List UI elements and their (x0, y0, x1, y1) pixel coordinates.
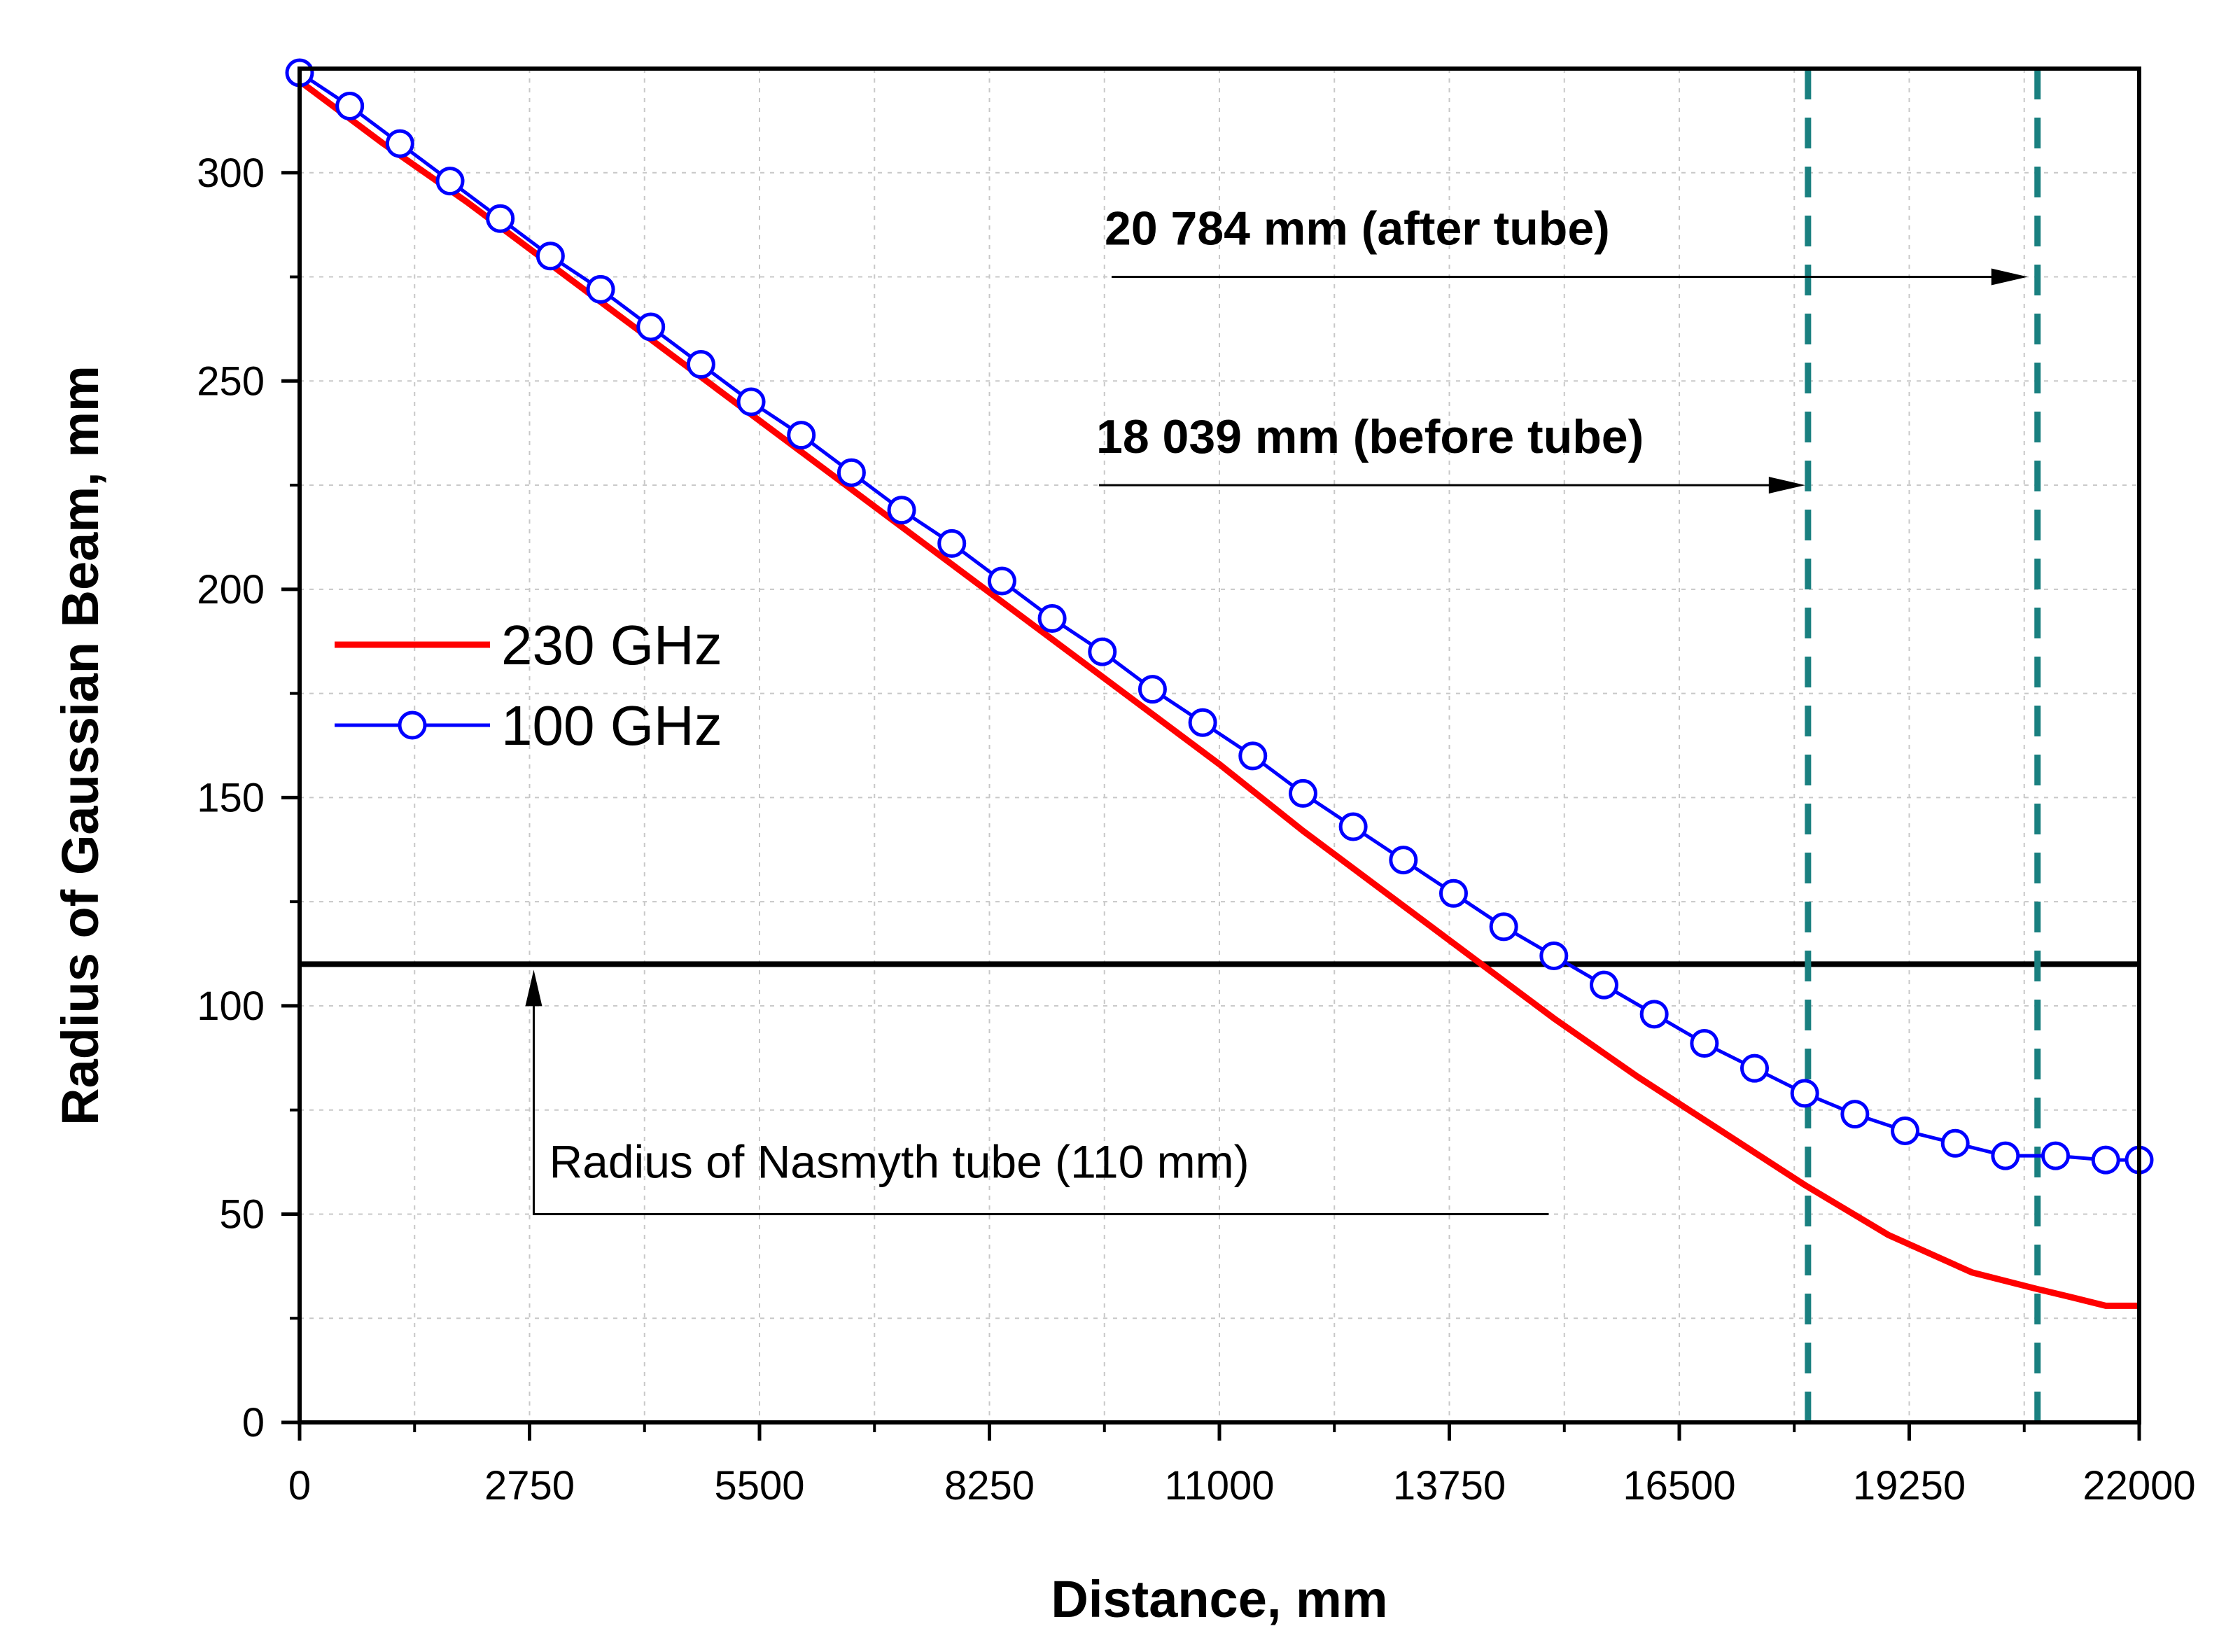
data-point (1489, 912, 1518, 941)
data-point (1138, 675, 1167, 704)
x-tick-label: 22000 (2082, 1463, 2195, 1508)
x-tick-label: 0 (288, 1463, 311, 1508)
y-tick-label: 250 (197, 358, 265, 404)
y-tick-label: 200 (197, 567, 265, 612)
arrow-head-after-tube (1991, 268, 2028, 286)
annotations: 20 784 mm (after tube) 18 039 mm (before … (525, 202, 2028, 1215)
data-point (686, 350, 715, 379)
data-point (1088, 637, 1117, 666)
data-point (486, 204, 515, 233)
y-tick-label: 50 (219, 1191, 265, 1237)
annotation-after-tube: 20 784 mm (after tube) (1105, 202, 1610, 255)
y-axis-title: Radius of Gaussian Beam, mm (51, 365, 109, 1126)
data-point (1991, 1141, 2020, 1170)
data-point (335, 92, 365, 121)
x-tick-label: 5500 (714, 1463, 804, 1508)
data-point (1539, 941, 1569, 971)
data-point (1940, 1128, 1970, 1158)
data-point (1589, 970, 1618, 1000)
x-axis-ticks: 0 2750 5500 8250 11000 13750 16500 19250 22000 (288, 1422, 2196, 1508)
data-series (285, 58, 2154, 1309)
data-point (1639, 1000, 1669, 1029)
data-point (787, 421, 816, 450)
data-point (1238, 741, 1268, 771)
data-point (385, 129, 414, 158)
data-point (736, 387, 766, 416)
data-point (2091, 1145, 2120, 1175)
legend-label-2: 100 GHz (501, 694, 722, 757)
series-line-1 (298, 78, 2139, 1309)
legend-label-1: 230 GHz (501, 614, 722, 676)
reference-lines (300, 69, 2139, 1422)
data-point (1790, 1079, 1819, 1108)
data-point (1891, 1116, 1920, 1145)
x-tick-label: 11000 (1165, 1463, 1275, 1508)
y-tick-label: 150 (197, 775, 265, 820)
data-point (636, 312, 666, 342)
legend: 230 GHz 100 GHz (335, 614, 722, 757)
arrow-head-before-tube (1768, 477, 1805, 494)
x-tick-label: 13750 (1393, 1463, 1506, 1508)
arrow-head-nasmyth (525, 969, 542, 1007)
legend-marker (398, 710, 427, 740)
x-tick-label: 16500 (1623, 1463, 1735, 1508)
data-point (987, 566, 1016, 596)
y-tick-label: 0 (242, 1400, 265, 1446)
x-tick-label: 2750 (484, 1463, 575, 1508)
data-point (1690, 1028, 1719, 1058)
data-point (1438, 878, 1468, 908)
data-point (1037, 604, 1067, 634)
annotation-before-tube: 18 039 mm (before tube) (1096, 410, 1644, 463)
data-point (887, 496, 916, 525)
data-point (586, 274, 615, 304)
data-point (1288, 778, 1317, 808)
x-tick-label: 19250 (1853, 1463, 1966, 1508)
y-tick-label: 100 (197, 983, 265, 1029)
annotation-nasmyth-tube: Radius of Nasmyth tube (110 mm) (549, 1135, 1249, 1187)
x-tick-label: 8250 (944, 1463, 1035, 1508)
data-point (536, 241, 565, 271)
data-point (1338, 812, 1368, 841)
x-axis-title: Distance, mm (1051, 1570, 1387, 1628)
data-point (2041, 1141, 2071, 1170)
data-point (1188, 708, 1217, 737)
y-tick-label: 300 (197, 150, 265, 196)
data-point (435, 167, 465, 196)
arrow-line-nasmyth (532, 999, 1549, 1215)
data-point (836, 458, 866, 487)
data-point (1389, 846, 1418, 875)
data-point (1840, 1100, 1870, 1129)
y-axis-ticks: 0 50 100 150 200 250 300 (197, 150, 300, 1446)
data-point (1740, 1054, 1770, 1083)
data-point (937, 528, 967, 558)
